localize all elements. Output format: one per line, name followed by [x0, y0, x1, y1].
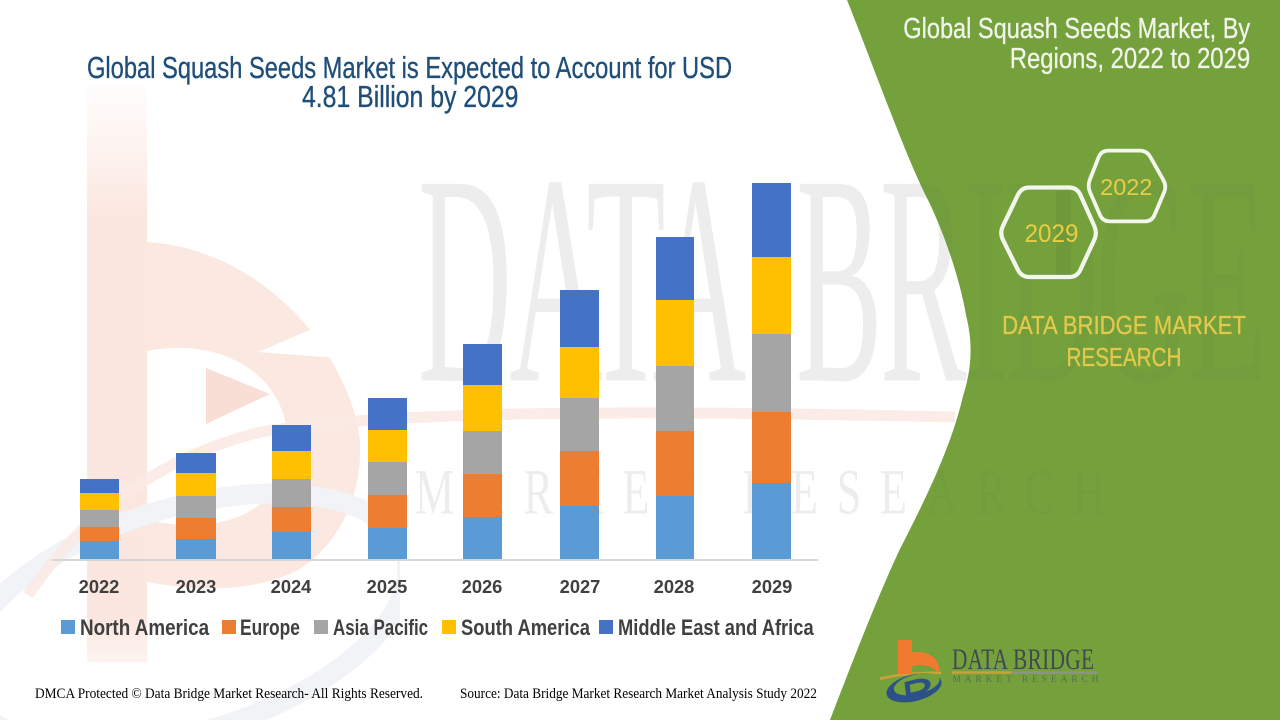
svg-text:2022: 2022	[1100, 174, 1152, 200]
svg-text:2029: 2029	[1025, 221, 1079, 248]
